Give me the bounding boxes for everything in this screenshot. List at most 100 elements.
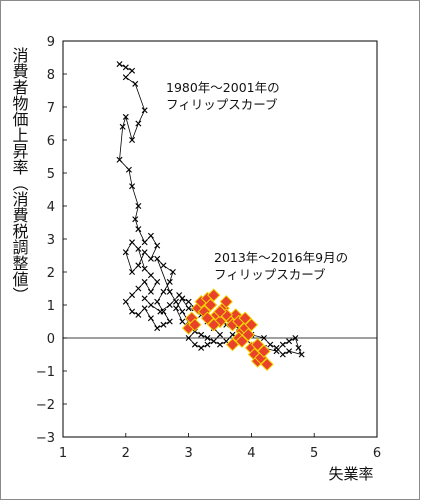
data-point-x-marker xyxy=(298,351,305,358)
data-point-diamond-marker xyxy=(200,311,215,325)
data-point-x-marker xyxy=(122,113,129,120)
data-point-x-marker xyxy=(141,295,148,302)
data-point-x-marker xyxy=(122,249,129,256)
data-point-x-marker xyxy=(147,272,154,279)
data-point-x-marker xyxy=(260,335,267,341)
y-tick-label: 6 xyxy=(47,134,55,149)
data-point-x-marker xyxy=(154,325,161,332)
y-tick-label: 4 xyxy=(47,200,55,215)
y-tick-label: 9 xyxy=(47,35,55,50)
data-point-diamond-marker xyxy=(203,298,218,312)
data-point-x-marker xyxy=(119,123,126,130)
y-tick-label: 3 xyxy=(47,233,55,248)
data-point-x-marker xyxy=(129,308,136,315)
data-point-x-marker xyxy=(129,67,136,74)
data-point-x-marker xyxy=(154,298,161,305)
y-tick-label: 0 xyxy=(47,332,55,347)
data-point-diamond-marker xyxy=(188,318,202,332)
data-point-x-marker xyxy=(204,341,211,348)
x-tick-label: 5 xyxy=(310,446,318,461)
data-point-x-marker xyxy=(279,351,286,358)
annotation-2013-2016-line1: 2013年～2016年9月の xyxy=(214,250,348,265)
data-point-x-marker xyxy=(135,311,142,318)
data-point-x-marker xyxy=(135,262,142,269)
data-point-x-marker xyxy=(129,183,136,190)
data-point-x-marker xyxy=(173,305,180,312)
x-axis-label: 失業率 xyxy=(328,465,373,483)
data-point-x-marker xyxy=(141,278,148,285)
x-tick-label: 6 xyxy=(373,446,381,461)
data-point-x-marker xyxy=(166,278,173,285)
data-point-diamond-marker xyxy=(213,304,227,319)
data-point-x-marker xyxy=(125,166,132,173)
annotation-1980-2001-line2: フィリップスカーブ xyxy=(166,97,278,112)
data-point-x-marker xyxy=(185,305,192,312)
data-point-x-marker xyxy=(147,315,154,322)
data-point-diamond-marker xyxy=(244,318,259,332)
data-point-x-marker xyxy=(135,203,142,209)
annotation-2013-2016-line2: フィリップスカーブ xyxy=(214,267,326,282)
y-tick-label: 2 xyxy=(47,266,55,281)
y-tick-label: −1 xyxy=(36,365,55,380)
data-point-x-marker xyxy=(179,308,186,315)
data-point-x-marker xyxy=(135,285,142,292)
data-point-diamond-marker xyxy=(219,294,233,309)
x-tick-label: 4 xyxy=(247,446,255,461)
y-axis-ticks: 9 8 7 6 5 4 3 2 1 0 −1 −2 −3 xyxy=(36,35,67,446)
data-point-x-marker xyxy=(179,318,186,325)
data-point-x-marker xyxy=(132,216,139,223)
data-point-x-marker xyxy=(160,288,167,295)
y-tick-label: 8 xyxy=(47,68,55,83)
data-point-x-marker xyxy=(141,239,148,246)
x-tick-label: 2 xyxy=(122,446,130,461)
data-point-x-marker xyxy=(169,269,176,275)
data-point-x-marker xyxy=(191,341,198,348)
data-point-x-marker xyxy=(147,302,154,308)
data-point-x-marker xyxy=(160,262,167,269)
annotation-1980-2001-line1: 1980年～2001年の xyxy=(166,80,280,95)
data-point-x-marker xyxy=(210,338,217,345)
data-point-x-marker xyxy=(217,331,223,338)
data-point-diamond-marker xyxy=(260,357,274,372)
data-point-x-marker xyxy=(129,269,136,275)
data-point-diamond-marker xyxy=(241,327,255,342)
data-point-x-marker xyxy=(198,331,205,338)
y-tick-label: 1 xyxy=(47,299,55,314)
data-point-x-marker xyxy=(141,249,148,256)
data-point-x-marker xyxy=(185,298,192,305)
y-axis-label: 消費者物価上昇率（消費税調整値） xyxy=(10,47,29,303)
data-point-x-marker xyxy=(129,137,136,143)
data-point-x-marker xyxy=(204,335,211,341)
data-point-x-marker xyxy=(160,321,167,328)
data-point-x-marker xyxy=(147,232,154,239)
data-point-x-marker xyxy=(166,302,173,308)
data-point-x-marker xyxy=(154,255,161,262)
data-point-x-marker xyxy=(122,298,129,305)
data-point-x-marker xyxy=(279,341,286,348)
data-point-x-marker xyxy=(116,61,123,68)
series-layer xyxy=(116,61,305,372)
data-point-x-marker xyxy=(135,120,142,127)
data-point-x-marker xyxy=(147,288,154,295)
data-point-x-marker xyxy=(217,341,223,348)
x-tick-label: 3 xyxy=(184,446,192,461)
data-point-x-marker xyxy=(292,335,299,341)
data-point-diamond-marker xyxy=(238,311,252,325)
data-point-x-marker xyxy=(273,344,280,351)
data-point-x-marker xyxy=(147,255,154,262)
data-point-x-marker xyxy=(154,278,161,285)
data-point-x-marker xyxy=(176,292,183,299)
data-point-x-marker xyxy=(141,265,148,272)
data-point-x-marker xyxy=(185,335,192,341)
data-point-x-marker xyxy=(129,239,136,246)
data-point-x-marker xyxy=(122,74,129,81)
data-point-x-marker xyxy=(295,344,302,351)
data-point-diamond-marker xyxy=(250,337,265,352)
y-tick-label: −2 xyxy=(36,398,55,413)
data-point-x-marker xyxy=(286,348,293,355)
data-point-x-marker xyxy=(135,245,142,252)
data-point-diamond-marker xyxy=(207,288,221,302)
data-point-diamond-marker xyxy=(235,334,249,349)
